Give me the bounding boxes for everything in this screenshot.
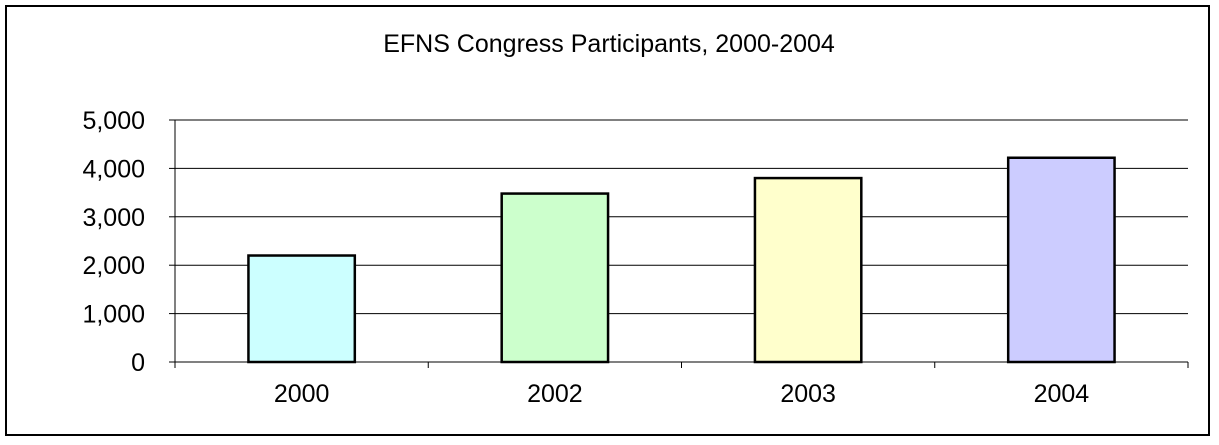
bar-2003 — [753, 176, 863, 364]
bar-2004 — [1006, 156, 1116, 364]
x-tick-label: 2003 — [780, 380, 836, 408]
chart-title: EFNS Congress Participants, 2000-2004 — [383, 30, 835, 58]
bars — [247, 156, 1116, 364]
y-tick-label: 5,000 — [82, 107, 145, 135]
y-tick-label: 0 — [131, 349, 145, 377]
y-tick-label: 2,000 — [82, 252, 145, 280]
y-tick-label: 1,000 — [82, 301, 145, 329]
x-tick-label: 2000 — [274, 380, 330, 408]
y-axis-ticks: 0 1,000 2,000 3,000 4,000 5,000 — [82, 107, 175, 377]
y-tick-label: 4,000 — [82, 155, 145, 183]
x-axis-ticks: 2000 2002 2003 2004 — [174, 362, 1189, 408]
x-tick-label: 2004 — [1034, 380, 1090, 408]
y-tick-label: 3,000 — [82, 204, 145, 232]
x-tick-label: 2002 — [527, 380, 583, 408]
bar-2000 — [247, 254, 357, 364]
bar-2002 — [500, 192, 610, 364]
